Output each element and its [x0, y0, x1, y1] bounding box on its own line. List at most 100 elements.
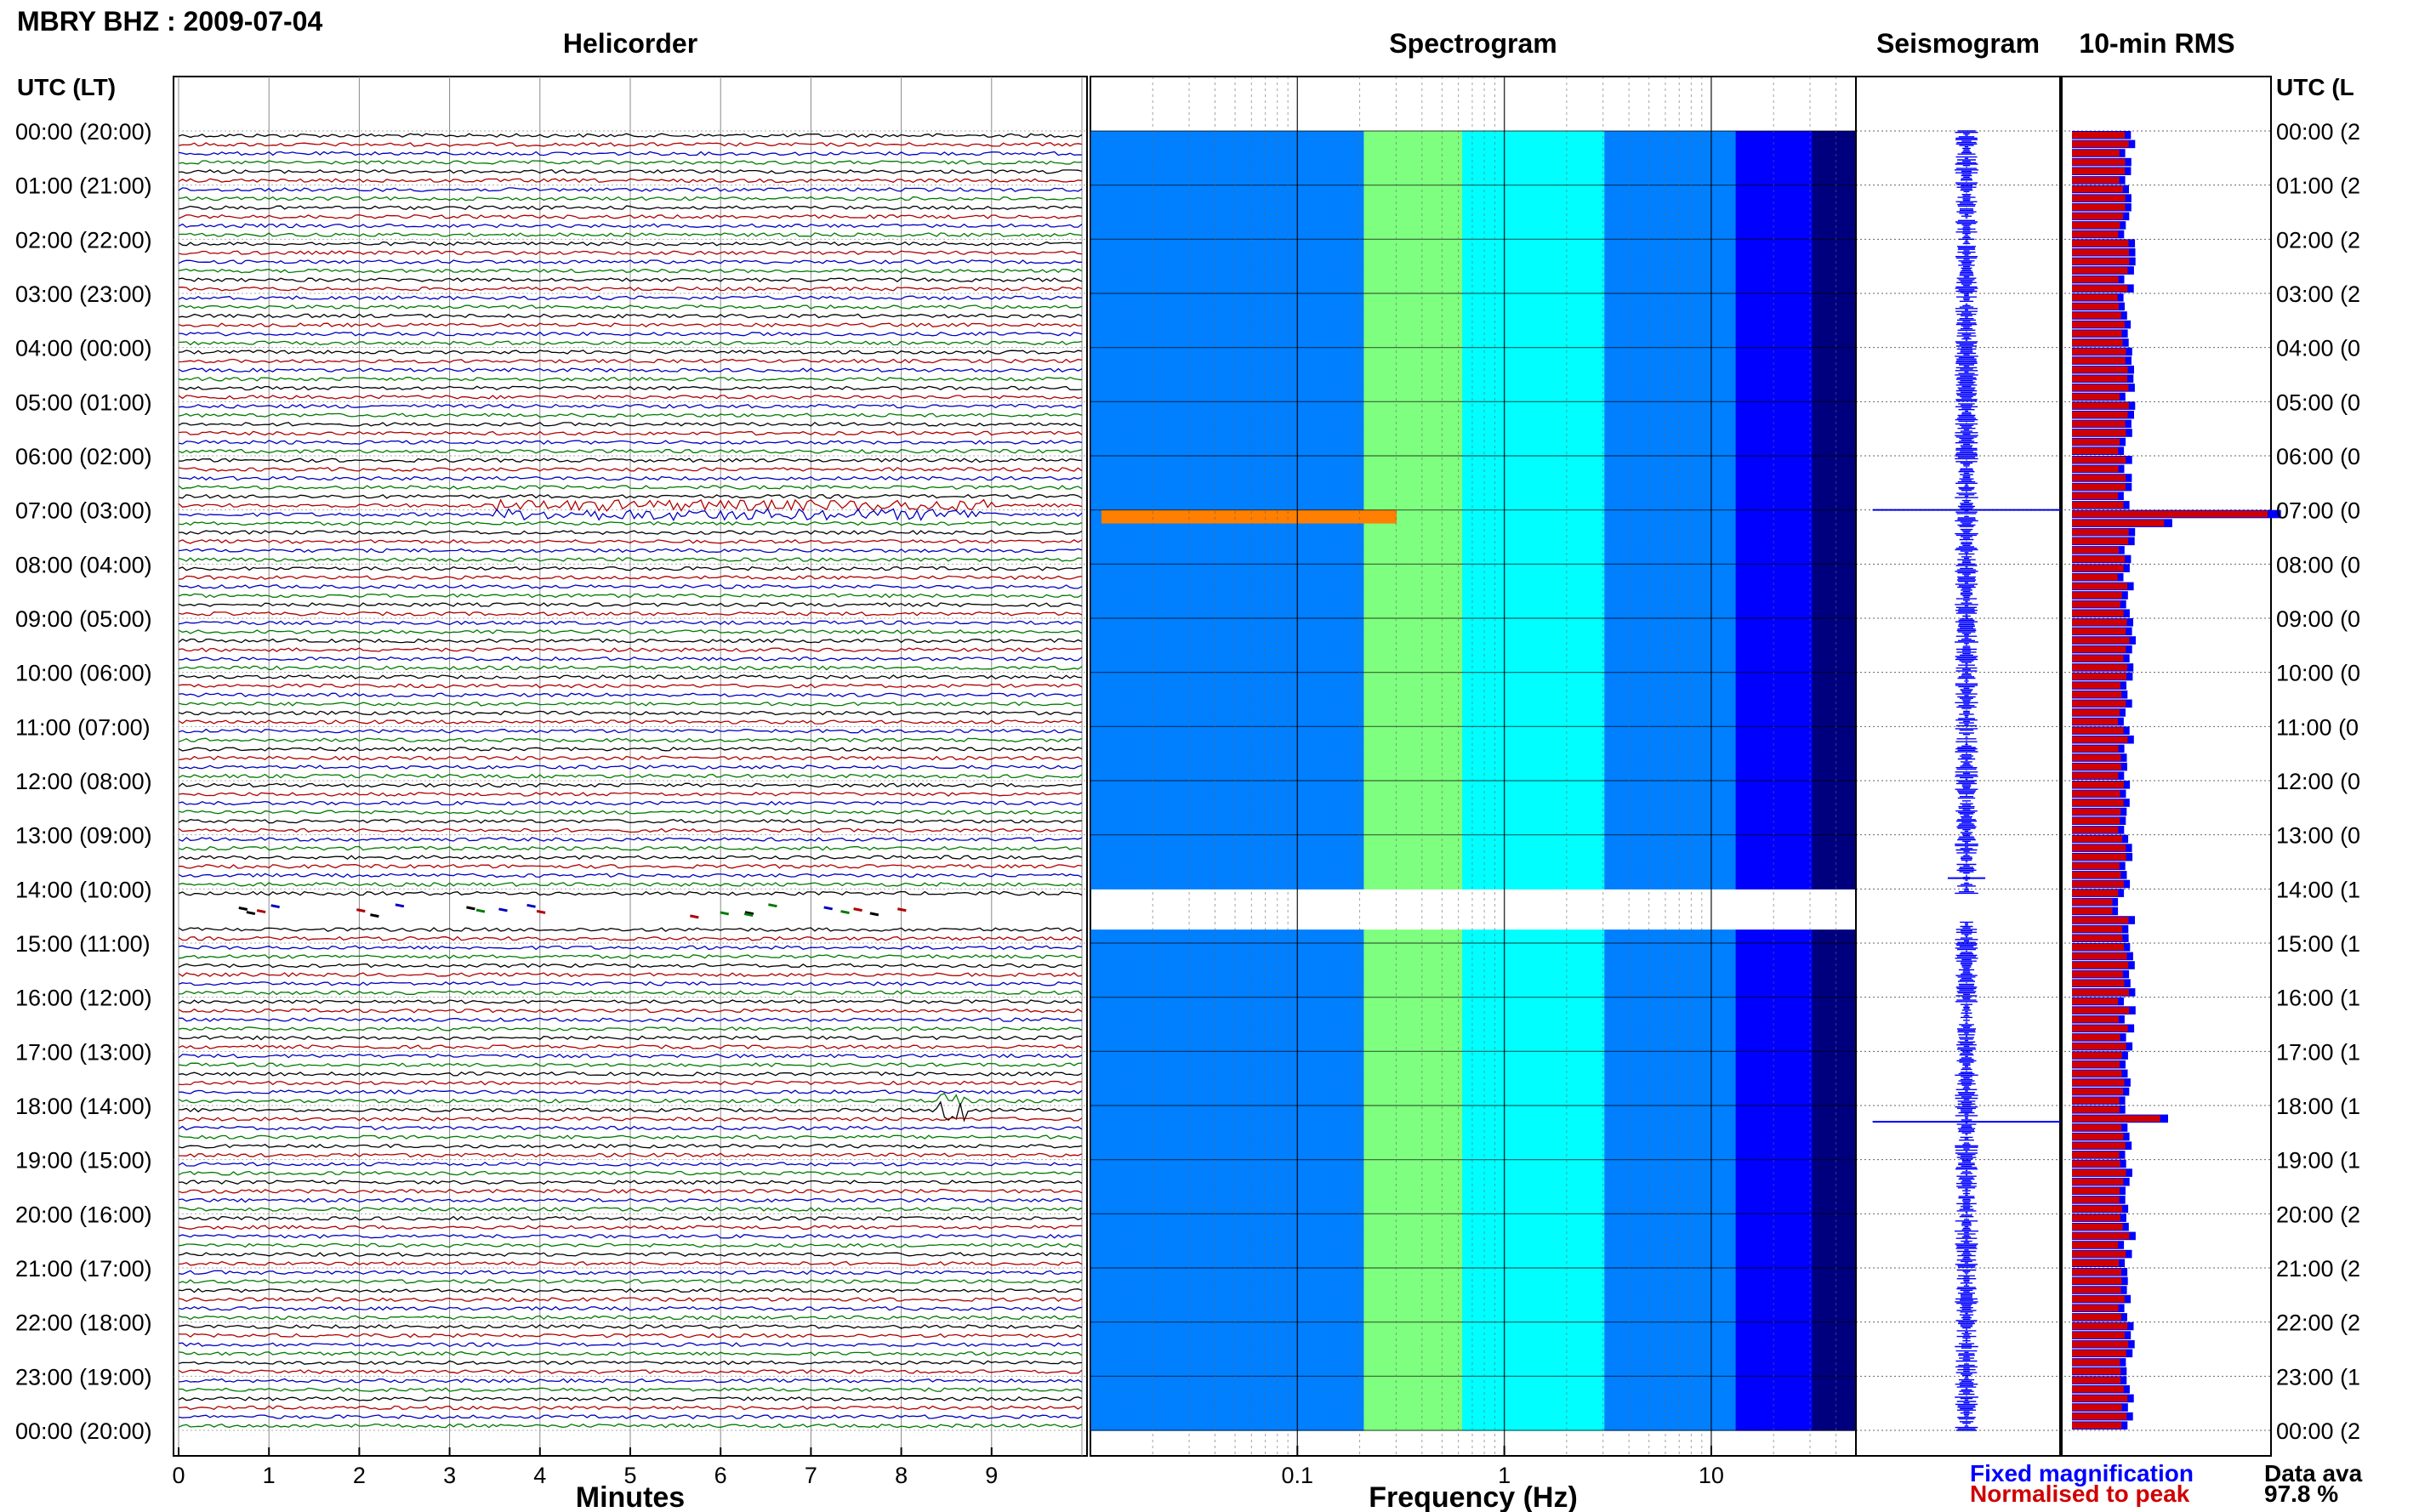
- spectrogram-cell: [1330, 1078, 1343, 1093]
- spectrogram-cell: [1757, 699, 1769, 713]
- spectrogram-cell: [1582, 415, 1595, 429]
- spectrogram-cell: [1134, 645, 1146, 660]
- spectrogram-cell: [1123, 793, 1136, 809]
- spectrogram-cell: [1550, 388, 1562, 402]
- spectrogram-cell: [1757, 347, 1769, 362]
- spectrogram-cell: [1636, 997, 1649, 1012]
- spectrogram-cell: [1265, 781, 1278, 795]
- spectrogram-cell: [1232, 726, 1244, 741]
- spectrogram-cell: [1528, 699, 1540, 713]
- spectrogram-cell: [1145, 415, 1157, 429]
- spectrogram-cell: [1352, 861, 1365, 876]
- spectrogram-cell: [1834, 212, 1846, 226]
- spectrogram-cell: [1550, 726, 1562, 741]
- spectrogram-cell: [1550, 442, 1562, 457]
- spectrogram-cell: [1735, 848, 1748, 863]
- spectrogram-cell: [1221, 253, 1233, 267]
- spectrogram-cell: [1703, 943, 1715, 958]
- spectrogram-cell: [1636, 672, 1649, 687]
- spectrogram-cell: [1363, 1092, 1375, 1106]
- spectrogram-cell: [1801, 212, 1813, 226]
- spectrogram-cell: [1232, 320, 1244, 335]
- spectrogram-cell: [1145, 848, 1157, 863]
- spectrogram-cell: [1221, 848, 1233, 863]
- spectrogram-cell: [1244, 929, 1255, 944]
- spectrogram-cell: [1276, 509, 1289, 525]
- spectrogram-cell: [1287, 767, 1299, 782]
- spectrogram-cell: [1134, 482, 1146, 497]
- spectrogram-cell: [1582, 225, 1595, 240]
- spectrogram-cell: [1692, 1051, 1704, 1066]
- spectrogram-cell: [1254, 929, 1266, 944]
- spectrogram-cell: [1462, 442, 1474, 457]
- spectrogram-cell: [1593, 577, 1605, 592]
- spectrogram-cell: [1375, 699, 1386, 713]
- spectrogram-cell: [1670, 212, 1682, 226]
- spectrogram-cell: [1845, 631, 1857, 646]
- spectrogram-cell: [1703, 1037, 1715, 1052]
- spectrogram-cell: [1101, 631, 1113, 646]
- spectrogram-cell: [1659, 456, 1671, 470]
- spectrogram-cell: [1670, 1037, 1682, 1052]
- spectrogram-cell: [1276, 306, 1289, 321]
- spectrogram-cell: [1386, 605, 1397, 619]
- spectrogram-cell: [1090, 997, 1102, 1012]
- spectrogram-cell: [1112, 781, 1124, 795]
- spectrogram-cell: [1604, 807, 1616, 822]
- spectrogram-cell: [1320, 713, 1332, 727]
- spectrogram-cell: [1779, 685, 1791, 701]
- spectrogram-cell: [1156, 429, 1168, 443]
- spectrogram-cell: [1724, 834, 1737, 850]
- spectrogram-cell: [1473, 469, 1485, 484]
- spectrogram-cell: [1790, 212, 1802, 226]
- spectrogram-cell: [1560, 401, 1573, 416]
- spectrogram-cell: [1320, 131, 1332, 145]
- spectrogram-cell: [1615, 306, 1627, 321]
- spectrogram-cell: [1123, 198, 1136, 213]
- spectrogram-cell: [1746, 306, 1758, 321]
- spectrogram-cell: [1341, 239, 1354, 253]
- spectrogram-cell: [1440, 185, 1452, 200]
- spectrogram-cell: [1232, 537, 1244, 551]
- spectrogram-cell: [1188, 767, 1201, 782]
- spectrogram-cell: [1298, 374, 1310, 389]
- spectrogram-cell: [1397, 523, 1409, 538]
- spectrogram-cell: [1648, 266, 1660, 281]
- spectrogram-cell: [1768, 956, 1780, 971]
- spectrogram-cell: [1407, 997, 1420, 1012]
- spectrogram-cell: [1330, 1010, 1343, 1026]
- spectrogram-cell: [1560, 306, 1573, 321]
- spectrogram-cell: [1145, 793, 1157, 809]
- spectrogram-cell: [1648, 550, 1660, 565]
- spectrogram-cell: [1539, 767, 1551, 782]
- spectrogram-cell: [1593, 1065, 1605, 1079]
- spectrogram-cell: [1724, 848, 1737, 863]
- spectrogram-cell: [1363, 807, 1375, 822]
- spectrogram-cell: [1636, 320, 1649, 335]
- spectrogram-cell: [1232, 956, 1244, 971]
- spectrogram-cell: [1232, 861, 1244, 876]
- spectrogram-cell: [1134, 943, 1146, 958]
- spectrogram-cell: [1845, 969, 1857, 985]
- spectrogram-cell: [1462, 469, 1474, 484]
- spectrogram-cell: [1451, 807, 1463, 822]
- spectrogram-cell: [1604, 1051, 1616, 1066]
- spectrogram-cell: [1363, 983, 1375, 998]
- spectrogram-cell: [1648, 983, 1660, 998]
- spectrogram-cell: [1276, 429, 1289, 443]
- spectrogram-cell: [1779, 969, 1791, 985]
- spectrogram-cell: [1112, 658, 1124, 674]
- spectrogram-cell: [1636, 198, 1649, 213]
- spectrogram-cell: [1713, 157, 1726, 173]
- spectrogram-cell: [1626, 591, 1638, 605]
- spectrogram-cell: [1494, 509, 1507, 525]
- spectrogram-cell: [1571, 171, 1584, 186]
- spectrogram-cell: [1539, 496, 1551, 511]
- spectrogram-cell: [1779, 875, 1791, 890]
- spectrogram-cell: [1779, 1051, 1791, 1066]
- spectrogram-cell: [1735, 1051, 1748, 1066]
- spectrogram-cell: [1724, 1051, 1737, 1066]
- spectrogram-cell: [1626, 523, 1638, 538]
- spectrogram-cell: [1156, 306, 1168, 321]
- spectrogram-cell: [1386, 875, 1397, 890]
